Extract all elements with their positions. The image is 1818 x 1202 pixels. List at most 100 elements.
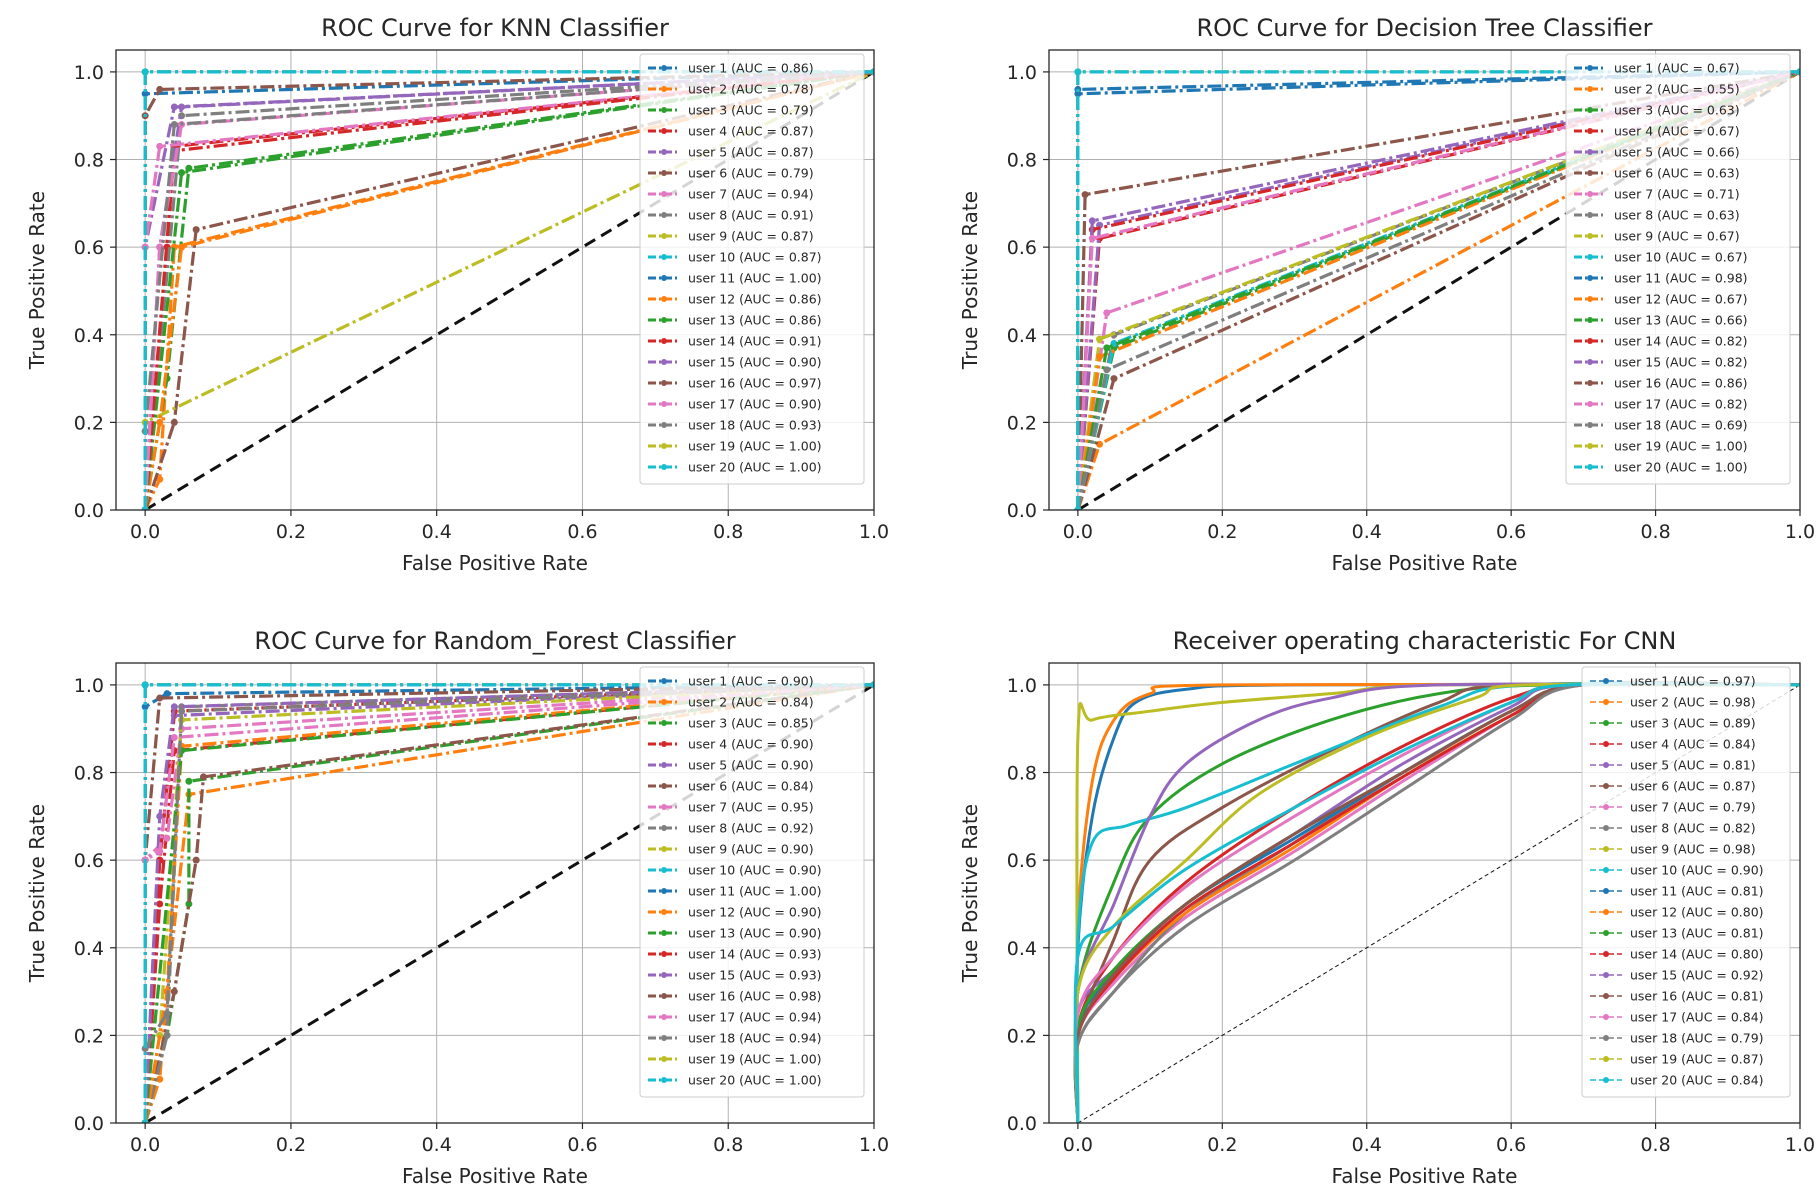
- roc-point-marker: [1103, 344, 1111, 352]
- x-tick-label: 1.0: [1785, 1134, 1815, 1156]
- roc-point-marker: [185, 777, 193, 785]
- roc-point-marker: [141, 506, 149, 510]
- series-group: [141, 681, 874, 1123]
- y-tick-label: 0.0: [1007, 500, 1037, 522]
- legend-entry: user 13 (AUC = 0.66): [1614, 313, 1748, 328]
- x-tick-label: 0.8: [713, 1134, 743, 1156]
- roc-series-line-18: [143, 70, 874, 510]
- legend-entry: user 20 (AUC = 1.00): [688, 1073, 822, 1088]
- legend-marker: [1603, 678, 1609, 684]
- legend-box: [1581, 666, 1791, 1098]
- roc-point-marker: [178, 707, 186, 715]
- y-tick-label: 0.2: [74, 1025, 104, 1047]
- legend-entry: user 8 (AUC = 0.91): [688, 208, 814, 223]
- roc-series-line-15: [143, 683, 874, 1123]
- roc-point-marker: [170, 103, 178, 111]
- legend-entry: user 20 (AUC = 0.84): [1630, 1073, 1764, 1088]
- legend-marker: [1587, 338, 1593, 344]
- roc-point-marker: [156, 142, 164, 150]
- legend-entry: user 4 (AUC = 0.87): [688, 124, 814, 139]
- legend-marker: [661, 783, 667, 789]
- legend-entry: user 13 (AUC = 0.86): [688, 313, 822, 328]
- x-tick-label: 0.8: [1640, 521, 1670, 543]
- legend-marker: [661, 317, 667, 323]
- legend-entry: user 5 (AUC = 0.81): [1630, 758, 1756, 773]
- series-group: [1073, 680, 1800, 1123]
- roc-point-marker: [170, 988, 178, 996]
- x-tick-label: 0.6: [1496, 521, 1526, 543]
- roc-point-marker: [1096, 353, 1104, 361]
- legend-entry: user 16 (AUC = 0.81): [1630, 989, 1764, 1004]
- legend-entry: user 12 (AUC = 0.86): [688, 292, 822, 307]
- legend-marker: [1603, 783, 1609, 789]
- y-axis-label: True Positive Rate: [25, 804, 49, 983]
- legend-marker: [661, 699, 667, 705]
- series-group: [141, 68, 874, 510]
- subplot-1: 0.0 0.2 0.4 0.6 0.8 1.0 0.0 0.2 0.4 0.6 0.8 1.0 user…: [25, 14, 889, 575]
- y-tick-label: 0.4: [1007, 325, 1037, 347]
- y-tick-label: 1.0: [1007, 62, 1037, 84]
- roc-point-marker: [141, 703, 149, 711]
- legend-marker: [1603, 1035, 1609, 1041]
- legend-entry: user 16 (AUC = 0.97): [688, 376, 822, 391]
- legend-marker: [1603, 1077, 1609, 1083]
- roc-point-marker: [163, 834, 171, 842]
- y-tick-label: 0.0: [1007, 1113, 1037, 1135]
- legend-marker: [1587, 443, 1593, 449]
- legend-box: [639, 53, 865, 485]
- legend-entry: user 20 (AUC = 1.00): [1614, 460, 1748, 475]
- legend-marker: [661, 741, 667, 747]
- legend-entry: user 4 (AUC = 0.84): [1630, 737, 1756, 752]
- legend-entry: user 14 (AUC = 0.82): [1614, 334, 1748, 349]
- legend-entry: user 6 (AUC = 0.87): [1630, 779, 1756, 794]
- subplot-2: 0.0 0.2 0.4 0.6 0.8 1.0 0.0 0.2 0.4 0.6 0.8 1.0 user…: [958, 14, 1815, 575]
- legend-entry: user 3 (AUC = 0.89): [1630, 716, 1756, 731]
- legend-marker: [661, 296, 667, 302]
- legend-entry: user 10 (AUC = 0.67): [1614, 250, 1748, 265]
- legend-marker: [661, 846, 667, 852]
- legend-marker: [661, 1035, 667, 1041]
- legend-entry: user 8 (AUC = 0.92): [688, 821, 814, 836]
- legend-entry: user 17 (AUC = 0.84): [1630, 1010, 1764, 1025]
- y-tick-label: 1.0: [1007, 675, 1037, 697]
- legend-entry: user 9 (AUC = 0.87): [688, 229, 814, 244]
- legend-entry: user 6 (AUC = 0.79): [688, 166, 814, 181]
- x-tick-label: 0.4: [422, 1134, 452, 1156]
- legend-marker: [1587, 65, 1593, 71]
- roc-point-marker: [156, 1075, 164, 1083]
- legend-marker: [1603, 699, 1609, 705]
- legend-entry: user 2 (AUC = 0.98): [1630, 695, 1756, 710]
- legend-entry: user 7 (AUC = 0.95): [688, 800, 814, 815]
- legend-entry: user 4 (AUC = 0.90): [688, 737, 814, 752]
- y-tick-label: 0.8: [1007, 150, 1037, 172]
- legend-marker: [1587, 233, 1593, 239]
- x-tick-label: 1.0: [859, 521, 889, 543]
- legend-box: [1565, 53, 1791, 485]
- y-tick-label: 0.6: [1007, 850, 1037, 872]
- legend-entry: user 14 (AUC = 0.93): [688, 947, 822, 962]
- roc-point-marker: [1074, 506, 1082, 510]
- legend-marker: [661, 720, 667, 726]
- legend-entry: user 3 (AUC = 0.85): [688, 716, 814, 731]
- y-axis-label: True Positive Rate: [958, 191, 982, 370]
- legend-entry: user 1 (AUC = 0.67): [1614, 61, 1740, 76]
- legend-marker: [661, 825, 667, 831]
- roc-point-marker: [1088, 234, 1096, 242]
- legend-marker: [661, 359, 667, 365]
- chart-title: Receiver operating characteristic For CN…: [1173, 627, 1677, 655]
- x-tick-label: 0.0: [1063, 521, 1093, 543]
- x-tick-label: 0.6: [1496, 1134, 1526, 1156]
- legend-marker: [1587, 401, 1593, 407]
- legend-entry: user 12 (AUC = 0.80): [1630, 905, 1764, 920]
- roc-series-line-20: [1073, 682, 1800, 1123]
- y-tick-label: 0.2: [1007, 412, 1037, 434]
- legend-marker: [1587, 170, 1593, 176]
- roc-point-marker: [170, 733, 178, 741]
- roc-point-marker: [1103, 309, 1111, 317]
- legend-entry: user 12 (AUC = 0.67): [1614, 292, 1748, 307]
- legend-marker: [1603, 741, 1609, 747]
- roc-point-marker: [1074, 68, 1082, 76]
- legend-marker: [661, 275, 667, 281]
- x-tick-label: 0.0: [130, 521, 160, 543]
